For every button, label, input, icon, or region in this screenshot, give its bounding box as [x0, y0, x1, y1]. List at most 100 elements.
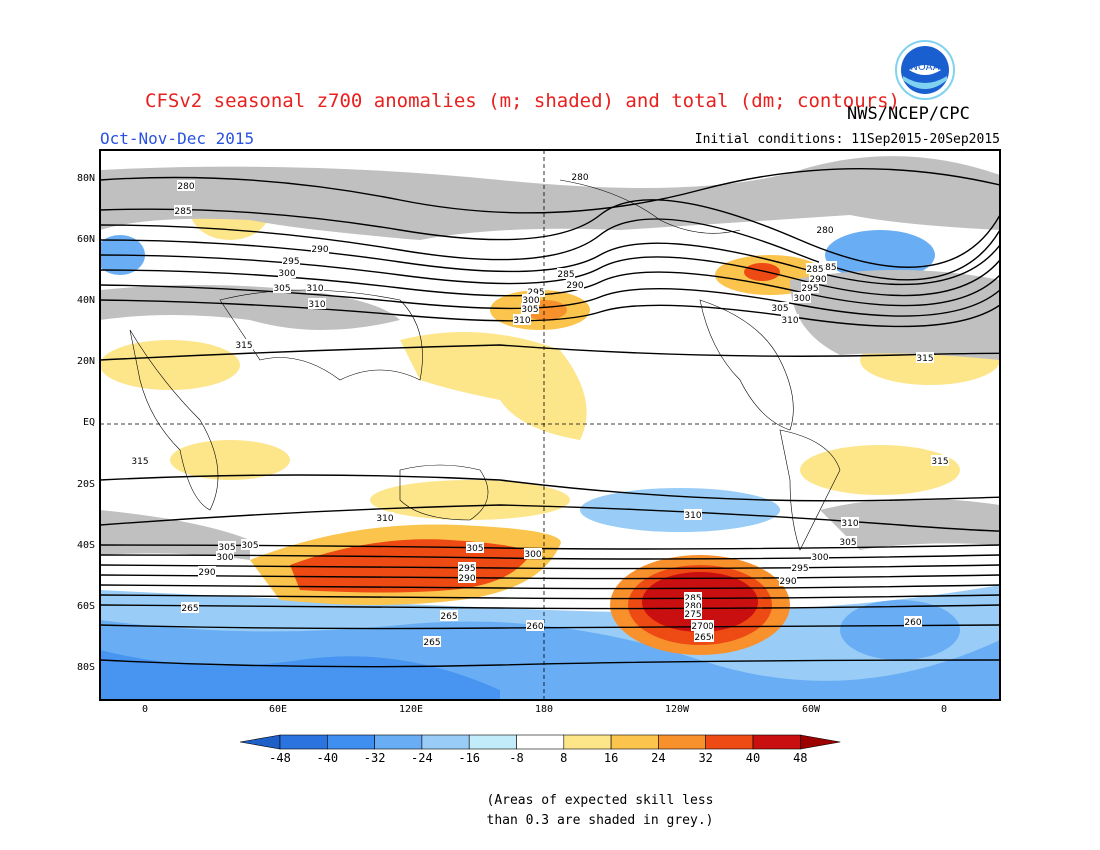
svg-text:305: 305: [218, 543, 235, 553]
svg-text:260: 260: [526, 622, 543, 632]
colorbar-swatch: [752, 734, 801, 750]
contour-label: 305: [273, 282, 291, 294]
anomaly-yellow-arabia: [100, 340, 240, 390]
contour-label: 265: [440, 610, 458, 622]
svg-text:265: 265: [440, 612, 457, 622]
contour-label: 310: [513, 314, 531, 326]
anomaly-orange-north-atlantic: [744, 263, 780, 281]
svg-text:300: 300: [793, 294, 810, 304]
lon-label: 0: [940, 704, 948, 715]
contour-label: 310: [308, 298, 326, 310]
map-plot-area: [100, 150, 1000, 700]
contour-label: 290: [458, 572, 476, 584]
contour-label: 305: [466, 542, 484, 554]
svg-text:305: 305: [466, 544, 483, 554]
svg-text:285: 285: [684, 594, 701, 604]
svg-text:280: 280: [816, 226, 833, 236]
svg-text:295: 295: [791, 564, 808, 574]
svg-text:310: 310: [781, 316, 798, 326]
noaa-logo-icon: NOAA: [895, 40, 955, 100]
chart-title: CFSv2 seasonal z700 anomalies (m; shaded…: [145, 90, 900, 112]
contour-label: 305: [521, 303, 539, 315]
contour-label: 265: [694, 631, 712, 643]
colorbar-swatch: [468, 734, 517, 750]
contour-label: 300: [278, 267, 296, 279]
contour-label: 290: [198, 566, 216, 578]
svg-text:305: 305: [273, 284, 290, 294]
lat-label: 20N: [76, 356, 95, 367]
colorbar-swatch: [705, 734, 754, 750]
svg-text:290: 290: [566, 281, 583, 291]
colorbar-label: -8: [509, 751, 524, 765]
contour-label: 315: [931, 455, 949, 467]
svg-text:265: 265: [181, 604, 198, 614]
lat-label: 80N: [76, 173, 95, 184]
svg-text:285: 285: [557, 270, 574, 280]
contour-label: 280: [816, 224, 834, 236]
svg-text:300: 300: [811, 553, 828, 563]
contour-label: 315: [916, 352, 934, 364]
svg-text:300: 300: [278, 269, 295, 279]
svg-text:295: 295: [458, 564, 475, 574]
lat-label: 40N: [76, 295, 95, 306]
contour-label: 260: [526, 620, 544, 632]
colorbar-label: -40: [316, 751, 339, 765]
svg-text:280: 280: [684, 602, 701, 612]
contour-label: 290: [566, 279, 584, 291]
lon-label: 120E: [398, 704, 424, 715]
contour-label: 305: [771, 302, 789, 314]
colorbar-swatch: [799, 734, 841, 750]
svg-text:300: 300: [522, 296, 539, 306]
low-skill-grey-s-atlantic: [820, 498, 1000, 550]
organization-label: NWS/NCEP/CPC: [847, 104, 970, 124]
low-skill-grey-atlantic: [790, 270, 1000, 360]
contour-label: 300: [216, 551, 234, 563]
season-label: Oct-Nov-Dec 2015: [100, 129, 255, 148]
svg-text:305: 305: [771, 304, 788, 314]
svg-text:315: 315: [916, 354, 933, 364]
anomaly-southern-blue-deepest: [100, 650, 500, 700]
svg-text:285: 285: [819, 263, 836, 273]
svg-text:290: 290: [809, 275, 826, 285]
svg-text:275: 275: [684, 610, 701, 620]
colorbar-label: 8: [560, 751, 568, 765]
svg-text:310: 310: [841, 519, 858, 529]
svg-text:315: 315: [131, 457, 148, 467]
svg-text:265: 265: [423, 638, 440, 648]
svg-text:290: 290: [198, 568, 215, 578]
colorbar-swatch: [563, 734, 612, 750]
anomaly-yellow-tropics-pacific: [400, 332, 587, 440]
contour-label: 310: [376, 512, 394, 524]
initial-conditions-label: Initial conditions: 11Sep2015-20Sep2015: [694, 132, 1000, 147]
colorbar-swatch: [516, 734, 565, 750]
anomaly-yellow-s-america: [800, 445, 960, 495]
svg-text:260: 260: [904, 618, 921, 628]
skill-note: (Areas of expected skill less than 0.3 a…: [470, 791, 730, 831]
svg-text:285: 285: [806, 265, 823, 275]
lon-label: 0: [141, 704, 149, 715]
contour-label: 310: [684, 509, 702, 521]
svg-text:295: 295: [527, 288, 544, 298]
svg-text:300: 300: [524, 550, 541, 560]
skill-note-line-2: than 0.3 are shaded in grey.): [486, 813, 714, 828]
lat-label: 40S: [76, 540, 95, 551]
contour-label: 285: [819, 261, 837, 273]
colorbar-swatch: [374, 734, 423, 750]
contour-label: 280: [684, 600, 702, 612]
colorbar-label: -16: [458, 751, 481, 765]
colorbar-label: 16: [603, 751, 619, 765]
lat-label: 60S: [76, 601, 95, 612]
contour-label: 290: [311, 243, 329, 255]
colorbar-swatch: [326, 734, 375, 750]
colorbar-swatch: [239, 734, 281, 750]
contour-label: 280: [177, 180, 195, 192]
lat-label: 80S: [76, 662, 95, 673]
svg-text:265: 265: [694, 633, 711, 643]
colorbar-label: 40: [745, 751, 761, 765]
lat-label: 60N: [76, 234, 95, 245]
svg-text:310: 310: [306, 284, 323, 294]
lat-label: 20S: [76, 479, 95, 490]
contour-label: 315: [235, 339, 253, 351]
colorbar-label: -32: [363, 751, 386, 765]
